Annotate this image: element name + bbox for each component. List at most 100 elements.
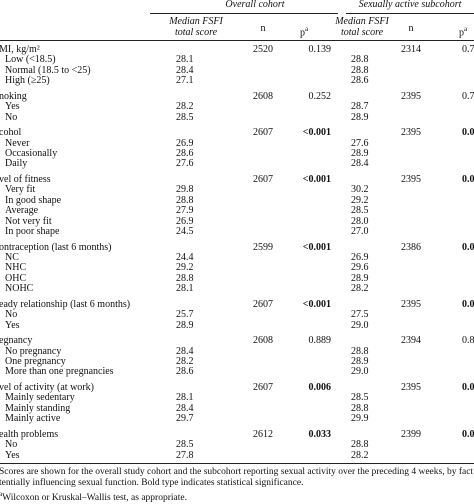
row-label: High (≥25) [5,75,50,87]
p-header-2-label: p [459,27,464,39]
row-label: OHC [5,272,27,284]
section-n-overall: 2608 [253,335,273,347]
row-median-overall: 29.8 [176,184,194,196]
p-header-1-sup: a [305,25,309,33]
row-median-overall: 29.7 [176,413,194,425]
row-label: Never [5,137,30,149]
header-bottom-rule [0,40,474,41]
row-median-active: 27.6 [351,137,369,149]
row-median-overall: 28.8 [176,272,194,284]
row-label: Very fit [5,184,36,196]
section-p-active: 0.7 [462,90,474,102]
p-header-1: pa [300,24,308,38]
row-label: NC [5,252,19,263]
row-median-active: 30.2 [351,184,369,196]
row-median-active: 28.8 [351,345,369,357]
section-p-active: 0.0 [462,174,474,185]
row-label: Mainly sedentary [5,392,75,404]
row-median-active: 28.4 [351,158,369,170]
row-median-overall: 26.9 [176,137,194,149]
row-median-overall: 28.9 [176,319,194,331]
row-label: NHC [5,262,27,274]
overall-cohort-rule [150,13,338,14]
row-median-active: 28.0 [351,215,369,227]
section-n-active: 2395 [401,382,421,393]
row-label: Daily [5,158,28,170]
row-median-active: 28.9 [351,111,369,123]
section-n-active: 2395 [401,90,421,102]
row-median-overall: 28.8 [176,194,194,206]
row-label: NOHC [5,283,34,295]
section-label: ontraception (last 6 months) [0,241,112,253]
row-label: Yes [5,449,20,461]
section-label: vel of activity (at work) [0,382,94,393]
row-median-overall: 28.5 [176,111,194,123]
row-label: No [5,439,18,451]
row-median-active: 28.8 [351,54,369,66]
section-label: vel of fitness [0,174,51,185]
row-median-active: 28.5 [351,205,369,217]
footnote-text: Wilcoxon or Kruskal–Wallis test, as appr… [2,493,187,504]
row-median-overall: 27.9 [176,205,194,217]
row-median-overall: 27.6 [176,158,194,170]
section-label: cohol [0,127,22,139]
row-label: No pregnancy [5,345,62,357]
section-n-active: 2314 [401,44,421,55]
median-fsfi-header-1b: total score [174,27,218,38]
section-p-active: 0.8 [462,335,474,347]
median-fsfi-header-2b: total score [340,27,384,38]
row-median-overall: 28.4 [176,64,194,76]
row-median-active: 28.9 [351,148,369,159]
row-label: Mainly active [5,413,61,425]
row-median-overall: 28.4 [176,402,194,414]
row-median-active: 29.0 [351,319,369,331]
row-median-overall: 28.6 [176,148,194,159]
row-median-active: 29.2 [351,194,369,206]
row-label: Low (<18.5) [5,54,56,66]
row-median-overall: 28.2 [176,356,194,367]
row-label: No [5,111,18,123]
n-header-1: n [260,23,266,34]
footnote-text: Scores are shown for the overall study c… [0,467,474,478]
section-n-active: 2395 [401,127,421,139]
section-n-overall: 2520 [253,44,273,55]
section-label: egnancy [0,335,33,347]
row-median-active: 27.5 [351,309,369,321]
section-n-overall: 2607 [253,174,273,185]
row-median-active: 28.9 [351,356,369,367]
footnote-line: Scores are shown for the overall study c… [0,467,473,478]
row-label: In poor shape [5,226,60,237]
row-median-active: 28.8 [351,402,369,414]
section-p-active: 0.0 [462,428,474,440]
row-median-overall: 28.1 [176,392,194,404]
row-median-overall: 27.1 [176,75,194,87]
row-label: Yes [5,319,20,331]
section-p-active: 0.0 [462,241,474,253]
footnote-line: tentially influencing sexual function. B… [0,478,303,489]
section-label: MI, kg/m² [0,44,40,55]
row-median-active: 29.6 [351,262,369,274]
median-fsfi-header-2: Median FSFI [335,16,389,27]
section-n-overall: 2607 [253,382,273,393]
section-p-overall: <0.001 [302,127,331,139]
row-median-active: 28.8 [351,64,369,76]
n-header-2: n [408,23,414,34]
row-median-overall: 24.5 [176,226,194,237]
row-median-overall: 28.1 [176,54,194,66]
section-n-overall: 2607 [253,127,273,139]
section-n-active: 2395 [401,298,421,310]
row-label: Mainly standing [5,402,71,414]
row-median-overall: 28.2 [176,101,194,113]
footnote-line: aWilcoxon or Kruskal–Wallis test, as app… [0,489,187,504]
row-label: Average [5,205,39,217]
row-median-active: 28.2 [351,283,369,295]
row-median-active: 29.0 [351,366,369,378]
section-label: noking [0,90,27,102]
row-median-active: 28.8 [351,439,369,451]
row-median-overall: 24.4 [176,252,194,263]
row-median-overall: 25.7 [176,309,194,321]
row-label: One pregnancy [5,356,66,367]
section-p-overall: <0.001 [302,241,331,253]
p-header-2: pa [459,24,467,38]
section-n-overall: 2608 [253,90,273,102]
